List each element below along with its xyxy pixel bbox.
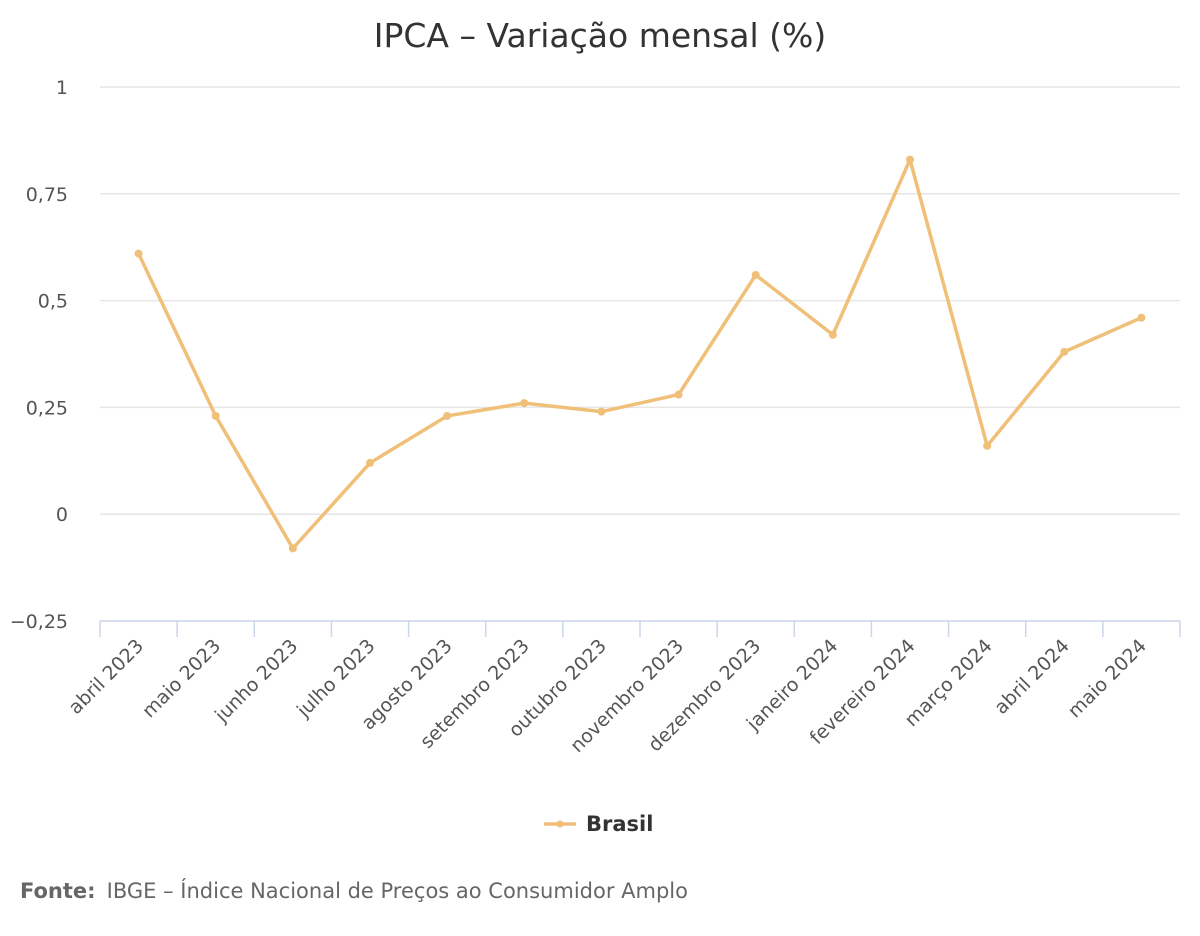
data-point[interactable] xyxy=(1137,313,1146,322)
data-point[interactable] xyxy=(597,407,606,416)
data-point[interactable] xyxy=(520,399,529,408)
data-point[interactable] xyxy=(134,249,143,258)
y-tick-label: 1 xyxy=(56,77,68,99)
y-tick-label: 0,75 xyxy=(26,184,68,206)
chart-title: IPCA – Variação mensal (%) xyxy=(374,16,827,55)
x-tick-label: abril 2023 xyxy=(64,635,148,719)
legend-series-name: Brasil xyxy=(586,812,653,836)
x-tick-label: maio 2024 xyxy=(1064,635,1151,722)
grid-lines xyxy=(100,86,1180,515)
data-point[interactable] xyxy=(906,155,914,164)
data-point[interactable] xyxy=(211,411,220,420)
data-point[interactable] xyxy=(366,458,374,467)
source-label: Fonte: xyxy=(20,879,96,903)
legend[interactable]: Brasil xyxy=(544,812,653,836)
x-tick-label: abril 2024 xyxy=(990,635,1074,719)
series-line xyxy=(136,157,1144,551)
y-tick-label: −0,25 xyxy=(10,611,68,633)
y-tick-label: 0,25 xyxy=(26,397,68,419)
data-point[interactable] xyxy=(983,441,992,450)
data-point[interactable] xyxy=(751,270,760,279)
source-note: Fonte: IBGE – Índice Nacional de Preços … xyxy=(20,878,688,903)
data-point[interactable] xyxy=(443,411,452,420)
y-tick-label: 0,5 xyxy=(38,291,68,313)
data-point[interactable] xyxy=(674,390,683,399)
data-point[interactable] xyxy=(1060,347,1069,356)
x-tick-label: junho 2023 xyxy=(210,635,302,727)
data-point[interactable] xyxy=(288,544,297,553)
legend-marker-icon xyxy=(556,820,564,828)
source-text: IBGE – Índice Nacional de Preços ao Cons… xyxy=(107,878,688,903)
y-axis: 1 0,75 0,5 0,25 0 −0,25 xyxy=(10,77,68,633)
y-tick-label: 0 xyxy=(56,504,68,526)
series-layer xyxy=(134,155,1146,553)
data-point[interactable] xyxy=(828,330,837,339)
